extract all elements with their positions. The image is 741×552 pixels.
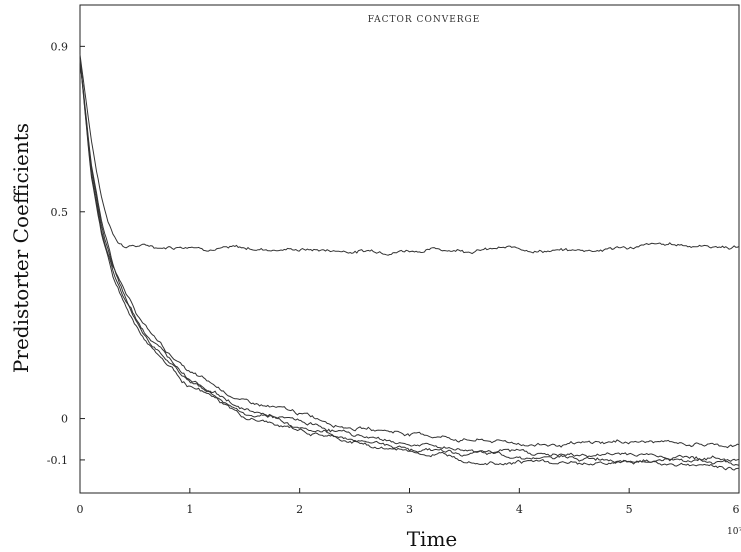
chart-title: FACTOR CONVERGE <box>368 15 481 25</box>
y-tick-label: 0.5 <box>51 206 69 219</box>
x-tick-label: 0 <box>77 503 84 516</box>
y-tick-label: 0 <box>61 413 68 426</box>
series-line-2 <box>79 58 740 449</box>
y-axis-ticks: 0.9 0.5 0 -0.1 <box>47 40 85 467</box>
series-line-3 <box>79 58 740 462</box>
x-tick-label: 4 <box>516 503 523 516</box>
series-lines <box>79 54 740 471</box>
x-tick-label: 2 <box>296 503 303 516</box>
x-axis-label: Time <box>407 527 458 551</box>
x-tick-label: 6 <box>733 503 740 516</box>
x-tick-label: 3 <box>406 503 413 516</box>
x-axis-ticks: 0 1 2 3 4 5 6 <box>77 488 740 516</box>
x-axis-exponent: 10⁷ <box>727 527 741 537</box>
series-line-4 <box>79 58 740 466</box>
y-axis-label: Predistorter Coefficients <box>9 123 33 373</box>
x-tick-label: 1 <box>186 503 193 516</box>
y-tick-label: -0.1 <box>47 454 68 467</box>
y-tick-label: 0.9 <box>51 40 69 53</box>
plot-frame <box>79 4 740 494</box>
series-line-1 <box>79 54 740 256</box>
series-line-5 <box>79 58 739 471</box>
x-tick-label: 5 <box>626 503 633 516</box>
